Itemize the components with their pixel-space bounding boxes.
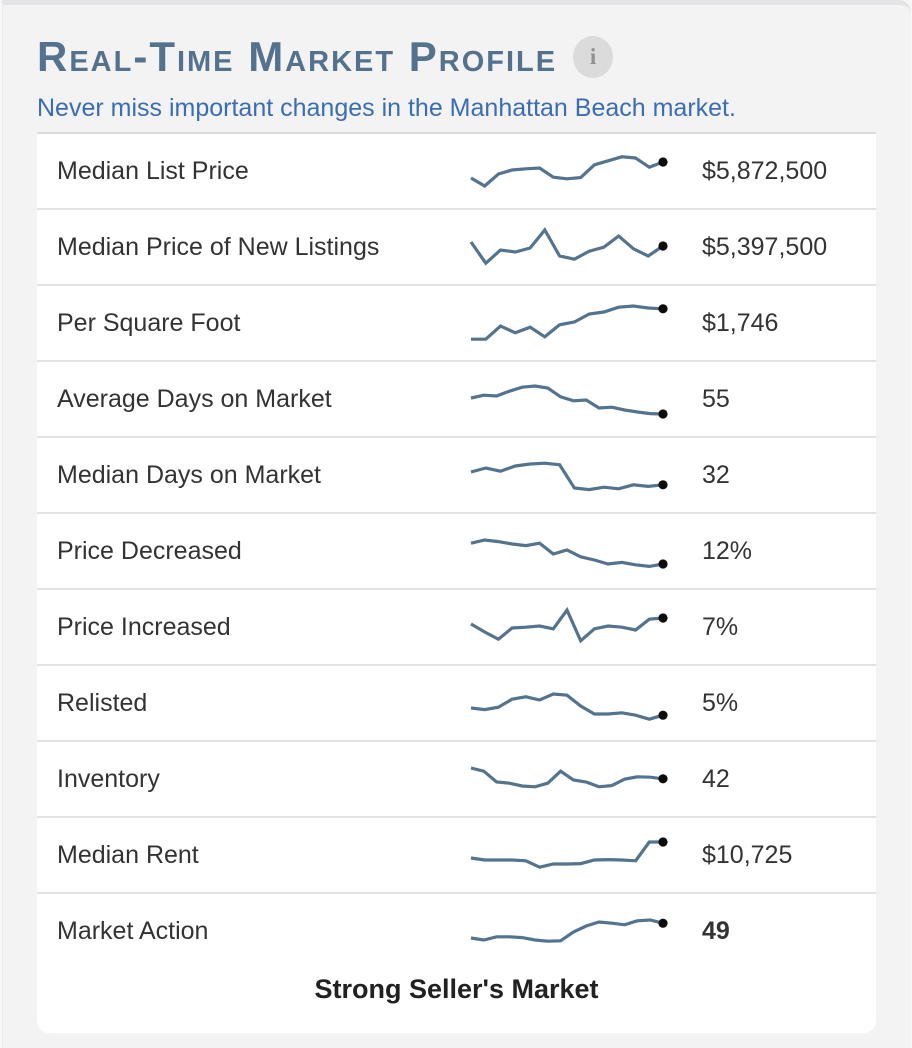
info-icon[interactable]: i [573,36,614,79]
metric-label: Median List Price [57,156,249,185]
metric-sparkline [467,753,672,805]
metric-row: Median Rent $10,725 [37,816,876,892]
metric-row: Price Increased 7% [37,588,876,664]
metric-value: 12% [702,536,753,565]
metric-row: Relisted 5% [37,664,876,740]
metric-sparkline [467,145,672,197]
metric-label: Per Square Foot [57,308,241,337]
metric-value: $1,746 [702,308,779,337]
metric-row: Price Decreased 12% [37,512,876,588]
metric-sparkline [467,221,672,273]
widget-title: Real-Time Market Profile [37,33,558,80]
metric-value: $5,872,500 [702,156,828,185]
metric-row: Market Action 49 [37,892,876,968]
metric-sparkline [467,905,672,957]
metric-value: $10,725 [702,840,793,869]
metric-sparkline [467,829,672,881]
metric-row: Inventory 42 [37,740,876,816]
metric-value: 5% [702,688,739,717]
market-status-label: Strong Seller's Market [314,974,599,1005]
metric-sparkline [467,601,672,653]
metric-label: Median Price of New Listings [57,232,380,261]
metric-value: $5,397,500 [702,232,828,261]
metric-label: Market Action [57,916,209,945]
metric-row: Median List Price $5,872,500 [37,134,876,208]
metric-sparkline [467,297,672,349]
metric-sparkline [467,373,672,425]
metric-label: Median Days on Market [57,460,322,489]
metric-label: Price Decreased [57,536,242,565]
metric-row: Average Days on Market 55 [37,360,876,436]
metrics-table: Median List Price $5,872,500 Median Pric… [37,134,876,968]
subtitle-link[interactable]: Never miss important changes in the Manh… [37,94,736,123]
metric-label: Median Rent [57,840,199,869]
metrics-card: Median List Price $5,872,500 Median Pric… [37,132,876,1034]
metric-label: Average Days on Market [57,384,332,413]
metric-value: 7% [702,612,739,641]
metric-label: Inventory [57,764,160,793]
metric-value: 49 [702,916,730,945]
metric-value: 32 [702,460,730,489]
metric-row: Median Price of New Listings $5,397,500 [37,208,876,284]
metric-sparkline [467,449,672,501]
metric-label: Relisted [57,688,148,717]
metric-value: 42 [702,764,730,793]
metric-sparkline [467,677,672,729]
metric-value: 55 [702,384,730,413]
metric-sparkline [467,525,672,577]
widget-header: Real-Time Market Profile i [37,33,876,80]
metric-row: Per Square Foot $1,746 [37,284,876,360]
metric-label: Price Increased [57,612,231,641]
metric-row: Median Days on Market 32 [37,436,876,512]
